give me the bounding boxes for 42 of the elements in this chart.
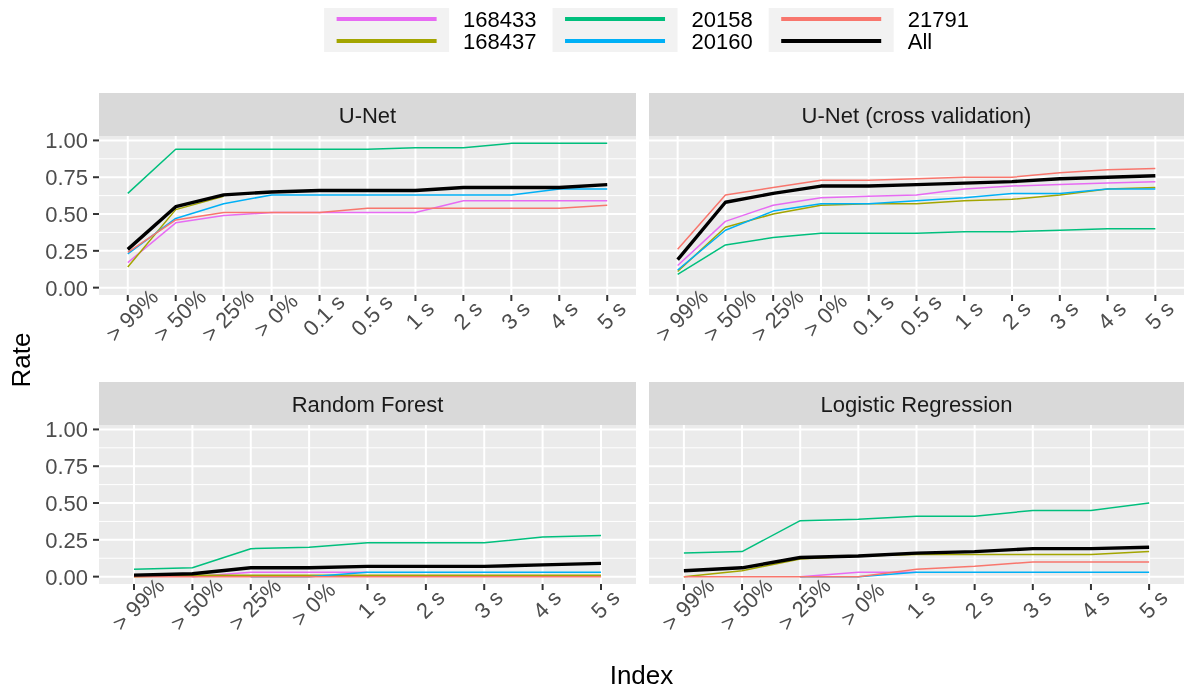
x-tick-label: 2 s <box>996 295 1036 335</box>
y-tick-label: 0.75 <box>45 453 88 479</box>
x-tick-label: 4 s <box>1092 295 1131 335</box>
y-tick-label: 0.25 <box>45 238 88 264</box>
x-tick-label: 2 s <box>448 295 487 335</box>
x-tick-label: 4 s <box>527 584 566 624</box>
x-tick-label: 3 s <box>496 295 535 335</box>
x-tick-label: 1 s <box>949 295 988 335</box>
chart-title: Logistic Regression <box>820 391 1013 416</box>
x-tick-label: 2 s <box>959 584 998 624</box>
x-tick-label: 5 s <box>1133 584 1173 624</box>
chart-title: U-Net <box>338 102 397 127</box>
x-tick-label: 5 s <box>1140 295 1179 335</box>
y-tick-label: 0.25 <box>45 527 88 553</box>
line-series <box>133 534 602 571</box>
x-tick-label: 3 s <box>469 584 508 624</box>
x-tick-label: 1 s <box>352 584 391 624</box>
y-tick-label: 1.00 <box>45 416 88 442</box>
line-series <box>127 204 608 254</box>
x-tick-label: > 0% <box>835 577 890 631</box>
x-tick-label: 5 s <box>585 584 625 624</box>
x-tick-label: 4 s <box>1075 584 1115 624</box>
y-tick-label: 0.75 <box>45 164 88 190</box>
chart-title: U-Net (cross validation) <box>801 102 1032 127</box>
line-series <box>132 561 603 577</box>
x-axis-title: Index <box>609 660 674 689</box>
x-tick-label: 3 s <box>1044 295 1084 335</box>
y-tick-label: 1.00 <box>45 127 88 153</box>
y-tick-label: 0.50 <box>45 490 88 516</box>
x-tick-label: 5 s <box>592 295 631 335</box>
x-tick-label: > 0% <box>286 577 340 631</box>
x-tick-label: 1 s <box>901 584 940 624</box>
y-tick-label: 0.50 <box>45 201 88 227</box>
y-axis-title: Rate <box>6 332 36 388</box>
x-tick-label: 3 s <box>1017 584 1057 624</box>
line-series <box>127 142 608 195</box>
x-tick-label: 4 s <box>544 295 583 335</box>
x-tick-label: 2 s <box>410 584 450 624</box>
y-tick-label: 0.00 <box>45 564 88 590</box>
chart-title: Random Forest <box>291 391 444 416</box>
y-tick-label: 0.00 <box>45 275 88 301</box>
x-tick-label: 1 s <box>400 295 439 335</box>
